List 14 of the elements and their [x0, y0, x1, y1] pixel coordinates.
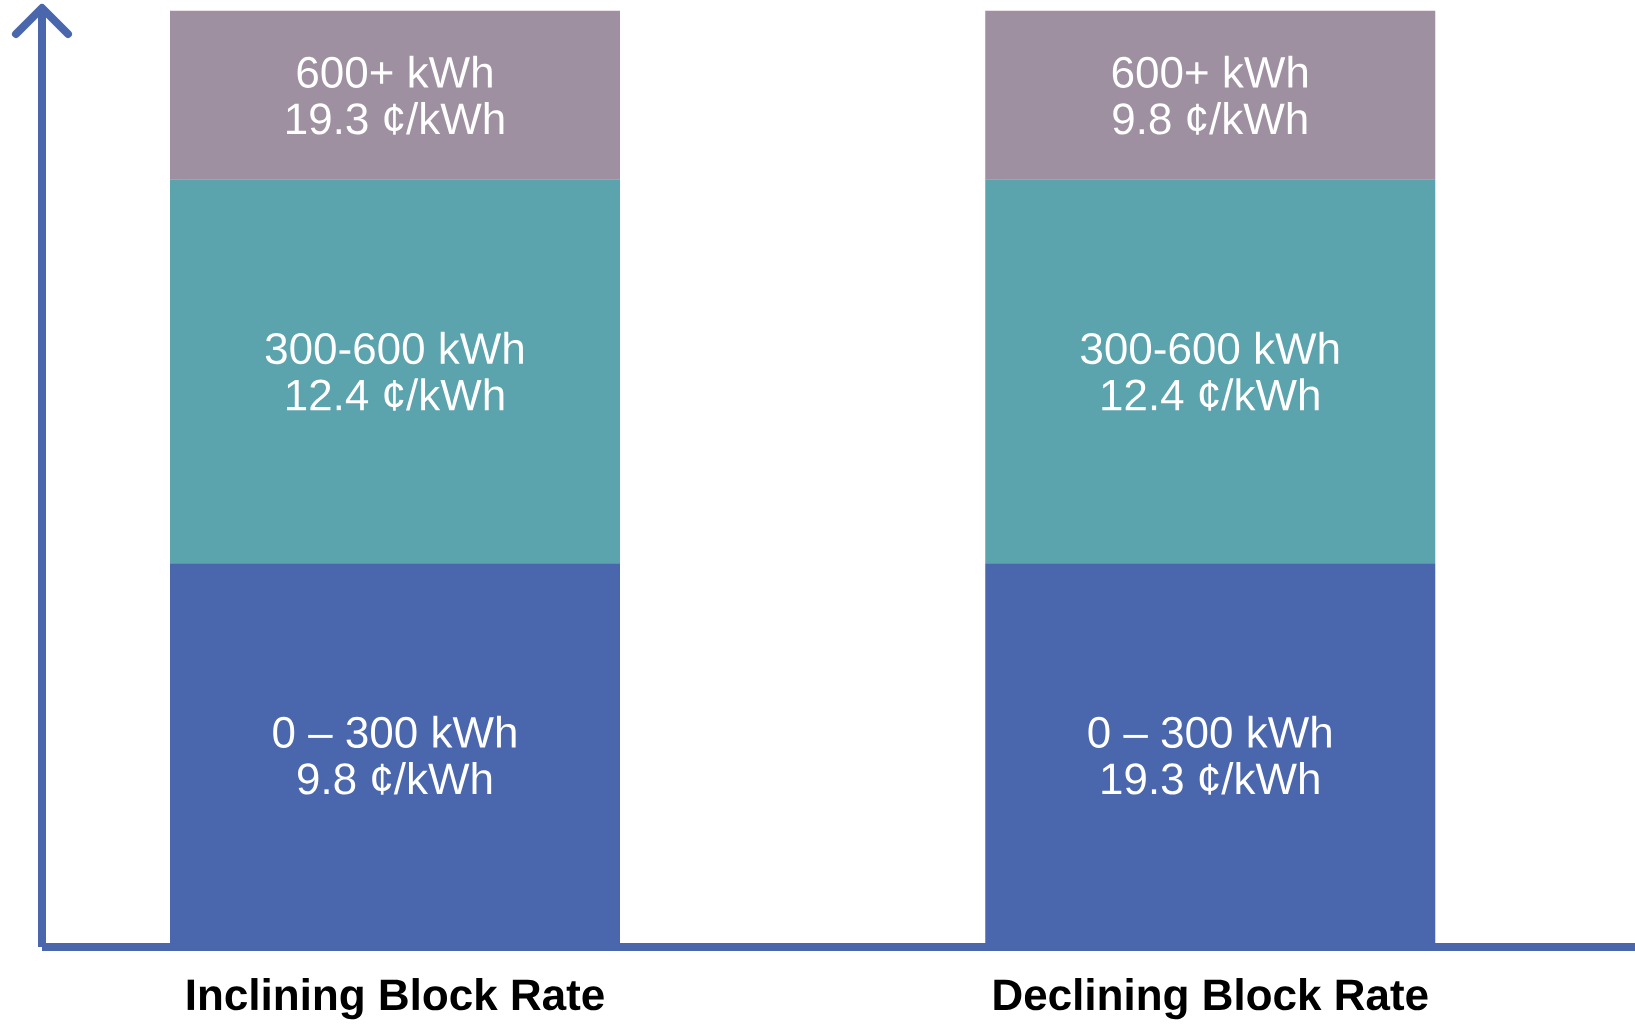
x-tick-label: Declining Block Rate: [994, 978, 1428, 1020]
annotation: 9.8 ¢/kWh: [298, 762, 492, 795]
series-label: 600+ kWh: [297, 55, 492, 88]
text: 0 – 300 kWh: [1088, 715, 1331, 749]
annotation: 19.3 ¢/kWh: [1102, 762, 1319, 795]
series-label: 0 – 300 kWh: [273, 715, 516, 749]
annotation: 12.4 ¢/kWh: [1102, 378, 1319, 411]
x-tick-label: Inclining Block Rate: [187, 978, 604, 1020]
text: 600+ kWh: [1112, 55, 1308, 88]
text: 300-600 kWh: [265, 331, 523, 365]
annotation: 19.3 ¢/kWh: [287, 102, 504, 135]
series-label: 300-600 kWh: [1081, 331, 1339, 365]
annotation: 9.8 ¢/kWh: [1113, 102, 1307, 135]
annotation: 12.4 ¢/kWh: [287, 378, 504, 411]
